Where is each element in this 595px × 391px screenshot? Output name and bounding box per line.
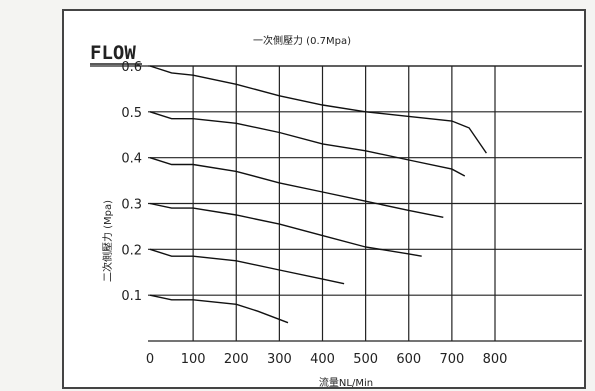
y-axis-title: 二次側壓力 (Mpa) [101,200,114,282]
pressure-curve-4 [149,202,422,257]
pressure-curve-3 [149,157,444,218]
x-tick-label: 800 [483,352,508,367]
pressure-curve-2 [149,111,466,177]
x-tick-label: 500 [353,352,378,367]
pressure-curve-6 [149,294,289,324]
y-tick-label: 0.4 [121,152,142,167]
x-tick-label: 700 [439,352,464,367]
y-tick-label: 0.6 [121,60,142,75]
x-axis-title: 流量NL/Min [319,376,373,389]
x-tick-label: 600 [396,352,421,367]
x-tick-label: 400 [310,352,335,367]
y-tick-label: 0.2 [121,243,142,258]
y-tick-label: 0.5 [121,106,142,121]
grid-lines [90,65,582,342]
y-tick-labels: 0.1 0.2 0.3 0.4 0.5 0.6 [121,60,142,304]
x-tick-labels: 0 100 200 300 400 500 600 700 800 [146,352,508,367]
pressure-curve-1 [149,65,487,154]
flow-chart: FLOW 一次側壓力 (0.7Mpa) 0 100 200 300 400 500 600 7… [90,34,582,389]
y-tick-label: 0.1 [121,289,142,304]
x-tick-label: 100 [181,352,206,367]
x-tick-label: 200 [224,352,249,367]
pressure-curve-5 [149,248,345,285]
y-tick-label: 0.3 [121,198,142,213]
x-tick-label: 0 [146,352,154,367]
flow-curves [149,65,487,324]
x-tick-label: 300 [267,352,292,367]
chart-subtitle: 一次側壓力 (0.7Mpa) [253,34,351,47]
chart-frame: FLOW 一次側壓力 (0.7Mpa) 0 100 200 300 400 500 600 7… [62,9,586,389]
chart-title: FLOW [90,42,136,64]
